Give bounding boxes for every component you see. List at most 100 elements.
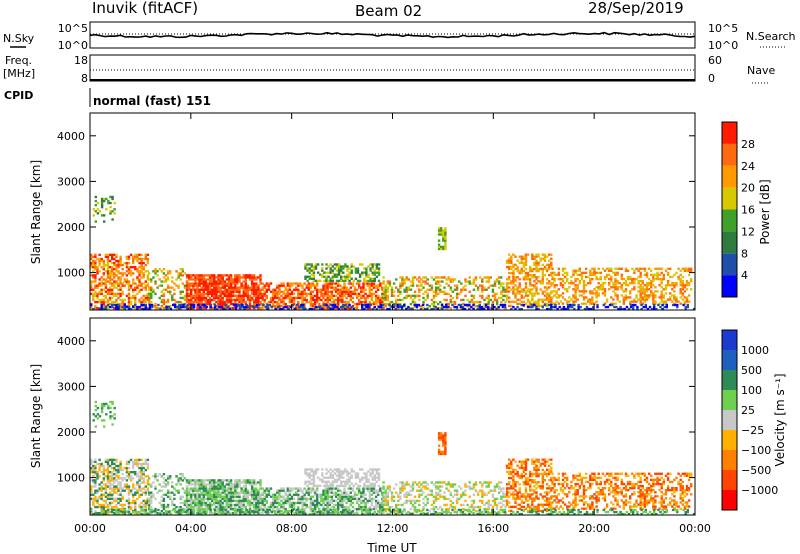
echo-cell	[236, 282, 239, 285]
echo-cell	[442, 245, 445, 249]
echo-cell	[608, 277, 611, 281]
echo-cell	[510, 280, 513, 283]
echo-cell	[351, 284, 355, 287]
echo-cell	[200, 501, 203, 505]
echo-cell	[624, 290, 628, 293]
echo-cell	[142, 257, 145, 261]
echo-cell	[274, 497, 277, 501]
echo-cell	[138, 495, 141, 498]
echo-cell	[211, 483, 214, 486]
echo-cell	[306, 269, 309, 272]
echo-cell	[236, 495, 239, 498]
echo-cell	[248, 491, 252, 494]
echo-cell	[185, 300, 189, 304]
echo-cell	[246, 503, 250, 507]
echo-cell	[377, 505, 380, 509]
echo-cell	[559, 277, 563, 281]
echo-cell	[223, 495, 226, 498]
echo-cell	[481, 284, 484, 287]
echo-cell	[639, 275, 642, 279]
noise-sky-line	[89, 31, 696, 39]
echo-cell	[633, 286, 636, 289]
echo-cell	[257, 512, 260, 515]
echo-cell	[370, 294, 374, 298]
echo-cell	[595, 275, 598, 279]
echo-cell	[339, 497, 342, 501]
echo-cell	[169, 477, 172, 480]
echo-cell	[142, 481, 145, 484]
echo-cell	[232, 298, 235, 302]
echo-cell	[382, 298, 385, 302]
echo-cell	[417, 303, 421, 307]
echo-cell	[337, 510, 340, 513]
echo-cell	[578, 273, 581, 277]
echo-cell	[537, 255, 540, 258]
echo-cell	[516, 292, 519, 295]
echo-cell	[360, 495, 363, 498]
echo-cell	[198, 483, 201, 486]
echo-cell	[244, 286, 247, 289]
echo-cell	[360, 296, 363, 300]
echo-cell	[489, 307, 492, 310]
echo-cell	[390, 294, 394, 298]
echo-cell	[196, 282, 199, 285]
echo-cell	[92, 466, 95, 470]
echo-cell	[322, 489, 325, 492]
echo-cell	[185, 479, 189, 482]
echo-cell	[100, 284, 103, 287]
echo-cell	[374, 499, 378, 503]
echo-cell	[447, 302, 450, 306]
echo-cell	[104, 300, 108, 304]
echo-cell	[225, 290, 229, 293]
echo-cell	[561, 279, 565, 283]
echo-cell	[192, 288, 195, 291]
echo-cell	[307, 300, 310, 304]
echo-cell	[204, 292, 208, 296]
echo-cell	[321, 263, 324, 266]
echo-cell	[244, 485, 247, 488]
echo-cell	[111, 479, 114, 482]
echo-cell	[113, 417, 116, 420]
echo-cell	[388, 282, 392, 285]
echo-cell	[508, 267, 511, 271]
echo-cell	[257, 489, 260, 492]
echo-cell	[377, 273, 381, 276]
echo-cell	[100, 292, 103, 296]
echo-cell	[225, 493, 229, 496]
echo-cell	[259, 290, 262, 293]
echo-cell	[283, 305, 286, 309]
echo-cell	[204, 493, 208, 496]
echo-cell	[100, 487, 103, 490]
echo-cell	[278, 489, 281, 492]
echo-cell	[136, 259, 139, 263]
echo-cell	[603, 269, 607, 272]
echo-cell	[129, 284, 133, 287]
echo-cell	[629, 277, 632, 281]
echo-cell	[269, 495, 273, 498]
echo-cell	[563, 267, 567, 270]
echo-cell	[280, 503, 283, 507]
echo-cell	[512, 300, 515, 304]
echo-cell	[253, 298, 256, 302]
echo-cell	[339, 489, 342, 492]
echo-cell	[347, 290, 350, 293]
echo-cell	[343, 286, 346, 289]
echo-cell	[209, 303, 213, 307]
echo-cell	[234, 493, 237, 496]
echo-cell	[541, 267, 544, 271]
echo-cell	[211, 495, 214, 498]
echo-cell	[610, 296, 613, 299]
echo-cell	[495, 302, 499, 306]
echo-cell	[227, 501, 231, 505]
echo-cell	[192, 274, 195, 277]
echo-cell	[447, 305, 450, 309]
echo-cell	[512, 290, 515, 293]
echo-cell	[286, 294, 289, 298]
echo-cell	[561, 277, 565, 281]
echo-cell	[652, 300, 655, 303]
echo-cell	[138, 479, 141, 482]
echo-cell	[96, 475, 99, 478]
echo-cell	[407, 286, 410, 289]
echo-cell	[146, 278, 150, 281]
echo-cell	[238, 485, 241, 488]
